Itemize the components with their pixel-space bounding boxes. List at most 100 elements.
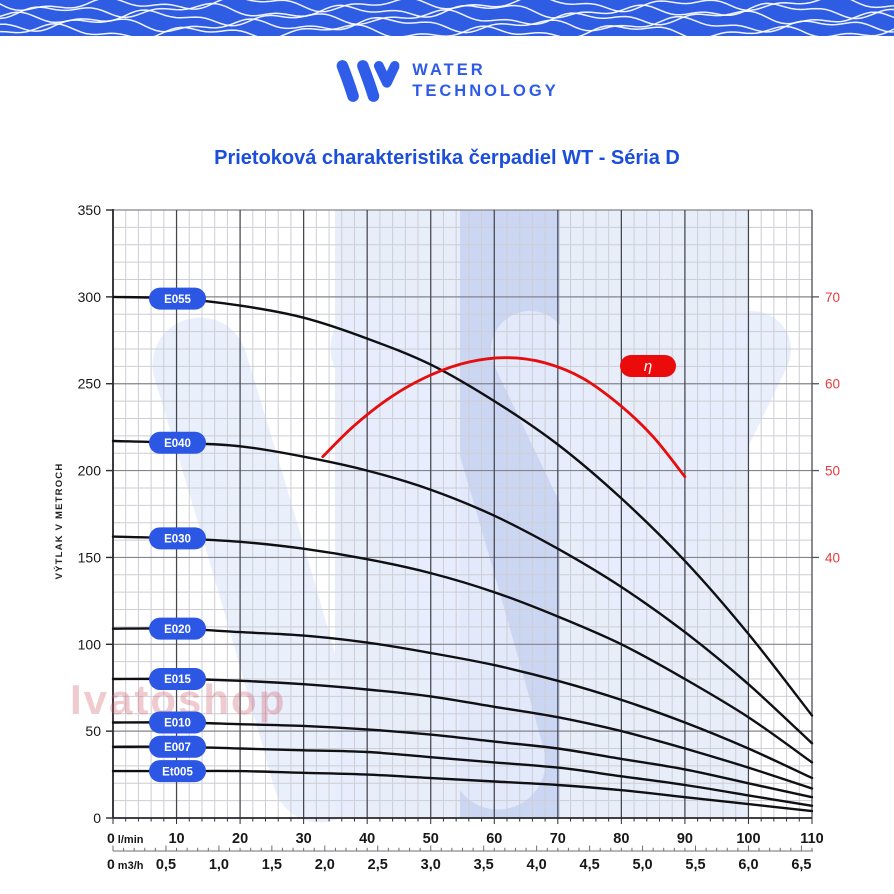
page-title: Prietoková charakteristika čerpadiel WT … [214,147,680,169]
y-right-axis: 40 50 60 70 [811,290,840,565]
pill-label-E040: E040 [164,438,191,450]
pill-shape-E015 [149,668,206,691]
x-m3h-tick-label: 4,0 [527,857,547,873]
x-lmin-zero-number: 0 [107,830,115,846]
pill-eta: η [620,355,676,377]
pump-curve-E015 [111,677,814,790]
y-left-tick-label: 0 [93,810,101,826]
pill-label-E030: E030 [164,534,191,546]
x-lmin-tick-label: 20 [232,831,248,847]
pump-curve-E055 [111,295,814,717]
x-m3h-tick-label: 2,0 [315,857,335,873]
watermark-w-stroke-v [491,311,791,619]
banner-wave-line [0,15,894,34]
logo: WATER TECHNOLOGY [335,58,558,104]
x-m3h-tick-label: 2,5 [368,857,388,873]
pump-curve-E020 [111,627,814,780]
banner-wave-pattern [0,0,894,40]
x-lmin-zero-label: 0 l/min [107,830,144,846]
pill-shape-E020 [149,617,206,640]
pump-curve-E040 [111,439,814,745]
pill-label-E055: E055 [164,294,191,306]
pill-label-Et005: Et005 [162,766,193,778]
x-axis-lmin: 0 l/min 10 20 30 40 50 60 70 80 90 100 110 [107,818,824,847]
logo-w-stroke-middle [357,60,380,102]
y-left-tick-label: 200 [78,463,102,479]
x-m3h-tick-label: 0,5 [156,857,176,873]
logo-text: WATER TECHNOLOGY [412,60,558,102]
y-left-tick-label: 100 [78,636,102,652]
pump-curve-E030 [111,535,814,764]
pill-Et005: Et005 [149,760,206,783]
y-right-tick-label: 40 [825,550,840,565]
pill-E030: E030 [149,527,206,550]
y-left-tick-label: 350 [78,202,102,218]
x-m3h-tick-label: 6,5 [791,857,811,873]
x-m3h-tick-label: 5,5 [685,857,705,873]
banner-waves-svg [0,0,894,40]
y-right-tick-label: 70 [825,290,840,305]
pill-E007: E007 [149,735,206,758]
x-m3h-tick-label: 1,0 [209,857,229,873]
x-axis-m3h: 0 m3/h 0,5 1,0 1,5 2,0 2,5 3,0 3,5 4,0 4,5 5,0 5,5 6,… [107,845,813,873]
x-m3h-zero-number: 0 [107,856,115,872]
efficiency-curve [321,356,687,479]
logo-w-icon [336,60,400,102]
x-lmin-tick-label: 50 [423,831,439,847]
pump-curve-Et005 [111,769,814,813]
pill-E040: E040 [149,431,206,454]
y-left-tick-label: 50 [85,723,101,739]
pill-E055: E055 [149,287,206,310]
pill-label-E015: E015 [164,674,191,686]
y-left-tick-label: 250 [78,376,102,392]
y-right-tick-label: 60 [825,377,840,392]
pump-label-pills: E055 E040 E030 E020 E015 E010 E007 Et005 [149,287,206,783]
x-m3h-tick-label: 4,5 [580,857,600,873]
pump-curve-E007 [111,745,814,807]
x-m3h-tick-label: 1,5 [262,857,282,873]
x-lmin-tick-label: 60 [486,831,502,847]
y-left-tick-label: 300 [78,289,102,305]
x-m3h-tick-label: 3,5 [474,857,494,873]
x-m3h-zero-unit: m3/h [118,860,144,872]
grid-minor [113,210,812,818]
pill-E010: E010 [149,711,206,734]
x-lmin-zero-unit: l/min [118,834,144,846]
pill-shape-E040 [149,431,206,454]
x-lmin-tick-label: 10 [168,831,184,847]
y-left-axis: 0 50 100 150 200 250 300 350 VÝTLAK V METROCH [53,202,113,826]
logo-text-line1: WATER [412,61,486,79]
logo-w-stroke-left [336,60,359,102]
x-lmin-tick-label: 110 [800,831,823,847]
x-m3h-tick-label: 6,0 [738,857,758,873]
pump-curves [111,295,814,813]
y-right-tick-label: 50 [825,464,840,479]
pill-shape-eta [620,355,676,377]
pump-curve-E010 [111,721,814,799]
y-axis-title: VÝTLAK V METROCH [53,463,65,580]
pill-label-E010: E010 [164,718,191,730]
x-lmin-tick-label: 100 [736,831,760,847]
pill-E020: E020 [149,617,206,640]
pill-shape-E007 [149,735,206,758]
x-lmin-tick-label: 90 [677,831,693,847]
x-m3h-zero-label: 0 m3/h [107,856,144,872]
x-lmin-tick-label: 40 [359,831,375,847]
banner-wave-line [0,8,894,27]
grid-major [112,209,813,819]
pill-shape-E055 [149,287,206,310]
y-left-tick-label: 150 [78,549,102,565]
x-lmin-tick-label: 70 [550,831,566,847]
pill-E015: E015 [149,668,206,691]
pill-label-eta: η [644,358,652,375]
logo-w-stroke-v [373,61,400,88]
pill-shape-Et005 [149,760,206,783]
pill-label-E007: E007 [164,742,191,754]
pill-shape-E010 [149,711,206,734]
pill-label-E020: E020 [164,624,191,636]
x-m3h-tick-label: 3,0 [421,857,441,873]
pill-shape-E030 [149,527,206,550]
x-lmin-tick-label: 30 [296,831,312,847]
